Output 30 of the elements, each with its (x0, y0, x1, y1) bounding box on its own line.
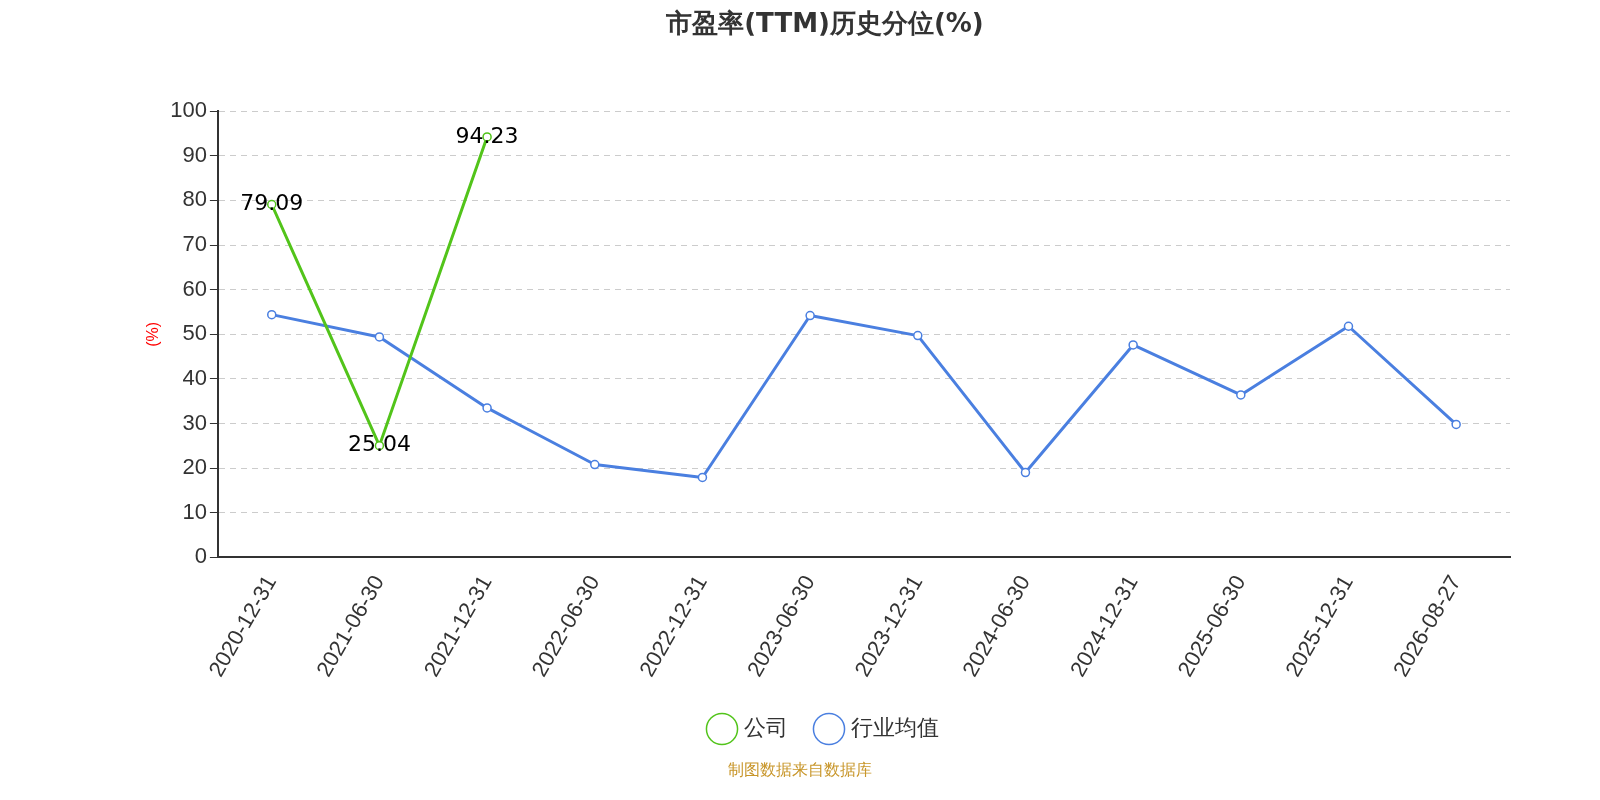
y-tick-label: 0 (194, 543, 207, 569)
point (1128, 340, 1138, 350)
legend-label: 公司 (744, 715, 788, 741)
point (1236, 390, 1246, 400)
point (590, 459, 600, 470)
y-tick-label: 30 (182, 409, 207, 435)
y-tick-label: 10 (182, 498, 207, 524)
y-tick-label: 60 (182, 275, 207, 301)
y-tick-label: 40 (182, 364, 207, 390)
y-tick-label: 50 (182, 320, 207, 346)
point (1451, 419, 1461, 430)
legend-label: 行业均值 (851, 715, 939, 741)
point (913, 330, 923, 341)
data-label: 79.09 (240, 190, 304, 216)
data-label: 94.23 (455, 122, 519, 148)
point (374, 332, 385, 342)
point (482, 403, 492, 413)
point (1020, 467, 1031, 478)
point (266, 309, 277, 320)
y-tick-label: 100 (170, 97, 207, 123)
y-tick-label: 20 (182, 454, 207, 480)
point (1343, 321, 1354, 331)
y-tick-label: 80 (182, 186, 207, 212)
point (697, 472, 708, 483)
y-axis-title: (%) (144, 321, 162, 347)
chart-title: 市盈率(TTM)历史分位(%) (665, 8, 984, 39)
y-tick-label: 90 (182, 141, 207, 167)
point (805, 310, 815, 321)
text: 制图数据来自数据库 (727, 760, 873, 781)
y-tick-label: 70 (182, 231, 207, 257)
